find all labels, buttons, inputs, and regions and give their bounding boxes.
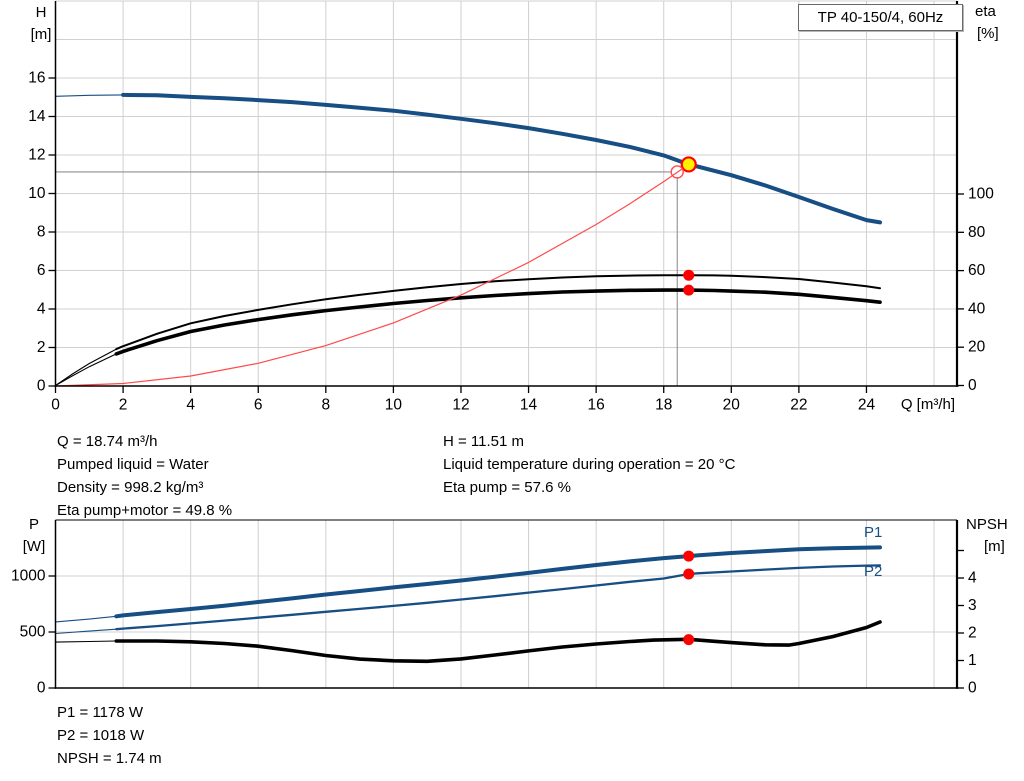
- p2-curve: [115, 564, 882, 631]
- x-tick-label: 0: [51, 396, 60, 413]
- left-tick-label: 12: [28, 147, 45, 164]
- x-tick-label: 24: [858, 396, 876, 413]
- right-tick-label: 0: [968, 377, 977, 394]
- head-curve: [121, 92, 882, 225]
- left-tick-label: 500: [20, 624, 46, 641]
- requested-duty-point-marker: [670, 165, 684, 179]
- x-tick-label: 8: [322, 396, 331, 413]
- h-axis-unit: [m]: [30, 26, 52, 43]
- p1-curve-label: P1: [864, 524, 883, 541]
- npsh-point-marker: [683, 634, 695, 646]
- left-tick-label: 10: [28, 185, 46, 202]
- duty-point-marker[interactable]: [680, 156, 697, 173]
- p-axis-unit: [W]: [22, 538, 46, 555]
- right-tick-label: 2: [968, 625, 977, 642]
- left-tick-label: 8: [37, 224, 46, 241]
- h-axis-label: H: [35, 4, 47, 21]
- left-tick-label: 6: [37, 262, 46, 279]
- x-tick-label: 22: [790, 396, 807, 413]
- p2-curve-lead: [55, 628, 117, 635]
- info-eta-pump: Eta pump = 57.6 %: [443, 479, 571, 496]
- right-tick-label: 60: [968, 262, 986, 279]
- right-tick-label: 100: [968, 186, 994, 203]
- info-eta-pump-motor: Eta pump+motor = 49.8 %: [57, 502, 233, 519]
- x-tick-label: 4: [186, 396, 195, 413]
- x-tick-label: 10: [385, 396, 403, 413]
- x-tick-label: 16: [588, 396, 605, 413]
- npsh-axis-unit: [m]: [984, 538, 1005, 555]
- right-tick-label: 40: [968, 300, 986, 317]
- system-curve: [54, 163, 690, 387]
- x-tick-label: 2: [119, 396, 128, 413]
- x-tick-label: 6: [254, 396, 263, 413]
- p1-curve-lead: [55, 615, 117, 623]
- p2-point-marker: [683, 568, 695, 580]
- info-npsh: NPSH = 1.74 m: [57, 750, 162, 767]
- eta-axis-label: eta: [975, 3, 996, 20]
- left-tick-label: 1000: [11, 568, 46, 585]
- p1-point-marker: [683, 550, 695, 562]
- info-density: Density = 998.2 kg/m³: [57, 479, 204, 496]
- eta-pump-motor-point-marker: [683, 284, 695, 296]
- left-tick-label: 0: [37, 378, 46, 395]
- right-tick-label: 80: [968, 224, 986, 241]
- left-tick-label: 16: [28, 70, 45, 87]
- npsh-axis-label: NPSH: [966, 516, 1008, 533]
- info-p1: P1 = 1178 W: [57, 704, 144, 721]
- right-tick-label: 4: [968, 570, 977, 587]
- info-p2: P2 = 1018 W: [57, 727, 145, 744]
- info-flow: Q = 18.74 m³/h: [57, 433, 158, 450]
- q-axis-label: Q [m³/h]: [900, 396, 955, 413]
- left-tick-label: 14: [28, 108, 46, 125]
- eta-pump-point-marker: [683, 269, 695, 281]
- left-tick-label: 2: [37, 339, 46, 356]
- x-tick-label: 14: [520, 396, 538, 413]
- left-tick-label: 0: [37, 680, 46, 697]
- left-tick-label: 4: [37, 301, 46, 318]
- eta-pump-motor-curve-lead: [55, 353, 117, 386]
- right-tick-label: 1: [968, 652, 977, 669]
- npsh-curve: [114, 620, 882, 664]
- info-liquid-temp: Liquid temperature during operation = 20…: [443, 456, 736, 473]
- x-tick-label: 18: [655, 396, 672, 413]
- x-tick-label: 12: [452, 396, 469, 413]
- eta-pump-motor-curve: [114, 288, 882, 356]
- right-tick-label: 20: [968, 339, 986, 356]
- right-tick-label: 3: [968, 597, 977, 614]
- head-curve-lead: [55, 94, 124, 97]
- info-head: H = 11.51 m: [443, 433, 525, 450]
- eta-axis-unit: [%]: [977, 25, 999, 42]
- x-tick-label: 20: [723, 396, 741, 413]
- eta-pump-curve: [115, 274, 881, 351]
- p-axis-label: P: [28, 516, 39, 533]
- pump-model-title: TP 40-150/4, 60Hz: [798, 4, 963, 31]
- info-pumped-liquid: Pumped liquid = Water: [57, 456, 209, 473]
- p1-curve: [114, 545, 882, 619]
- p2-curve-label: P2: [864, 563, 883, 580]
- eta-pump-curve-lead: [55, 348, 117, 386]
- right-tick-label: 0: [968, 680, 977, 697]
- npsh-curve-lead: [55, 640, 117, 643]
